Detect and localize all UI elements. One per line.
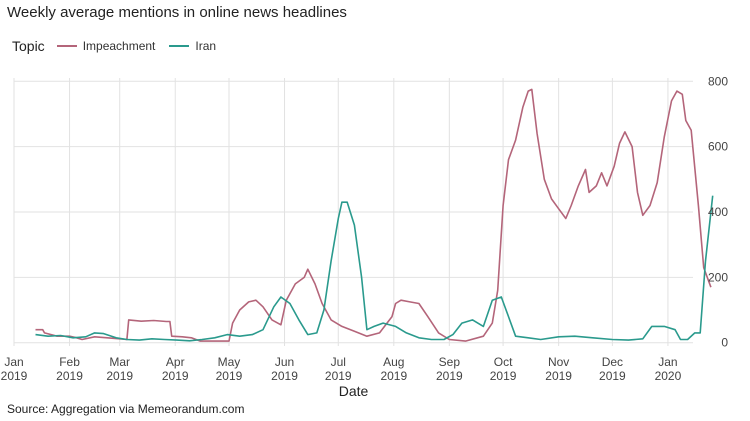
y-tick-0: 0 xyxy=(721,336,728,350)
x-tick-11: Dec 2019 xyxy=(599,355,626,383)
grid xyxy=(13,78,693,346)
legend-label-impeachment: Impeachment xyxy=(82,39,156,53)
y-tick-400: 400 xyxy=(708,205,728,219)
legend-item-iran: Iran xyxy=(169,39,216,53)
legend-label-iran: Iran xyxy=(195,39,217,53)
x-axis-title: Date xyxy=(339,383,369,399)
x-tick-5: Jun 2019 xyxy=(271,355,298,383)
y-tick-labels: 0 200 400 600 800 xyxy=(708,74,728,349)
x-tick-6: Jul 2019 xyxy=(325,355,352,383)
legend-swatch-iran xyxy=(169,45,190,47)
x-tick-4: May 2019 xyxy=(216,355,243,383)
series-line-impeachment xyxy=(35,88,712,342)
source-caption: Source: Aggregation via Memeorandum.com xyxy=(7,402,245,416)
y-tick-800: 800 xyxy=(708,74,728,88)
x-tick-labels: Jan 2019 Feb 2019 Mar 2019 Apr 2019 May 2019 Jun 20… xyxy=(1,355,682,383)
legend-swatch-impeachment xyxy=(56,45,77,47)
x-tick-0: Jan 2019 xyxy=(1,355,28,383)
series-lines xyxy=(35,88,714,342)
chart-title: Weekly average mentions in online news h… xyxy=(7,4,347,21)
legend-title: Topic xyxy=(12,38,45,54)
x-tick-12: Jan 2020 xyxy=(655,355,682,383)
x-tick-7: Aug 2019 xyxy=(380,355,407,383)
x-tick-1: Feb 2019 xyxy=(56,355,83,383)
x-tick-9: Oct 2019 xyxy=(490,355,517,383)
y-tick-200: 200 xyxy=(708,270,728,284)
x-tick-10: Nov 2019 xyxy=(545,355,572,383)
x-tick-2: Mar 2019 xyxy=(106,355,133,383)
x-tick-8: Sep 2019 xyxy=(436,355,463,383)
x-tick-3: Apr 2019 xyxy=(162,355,189,383)
legend: Topic Impeachment Iran xyxy=(12,38,230,54)
series-line-iran xyxy=(35,195,714,342)
legend-item-impeachment: Impeachment xyxy=(56,39,156,53)
y-tick-600: 600 xyxy=(708,140,728,154)
